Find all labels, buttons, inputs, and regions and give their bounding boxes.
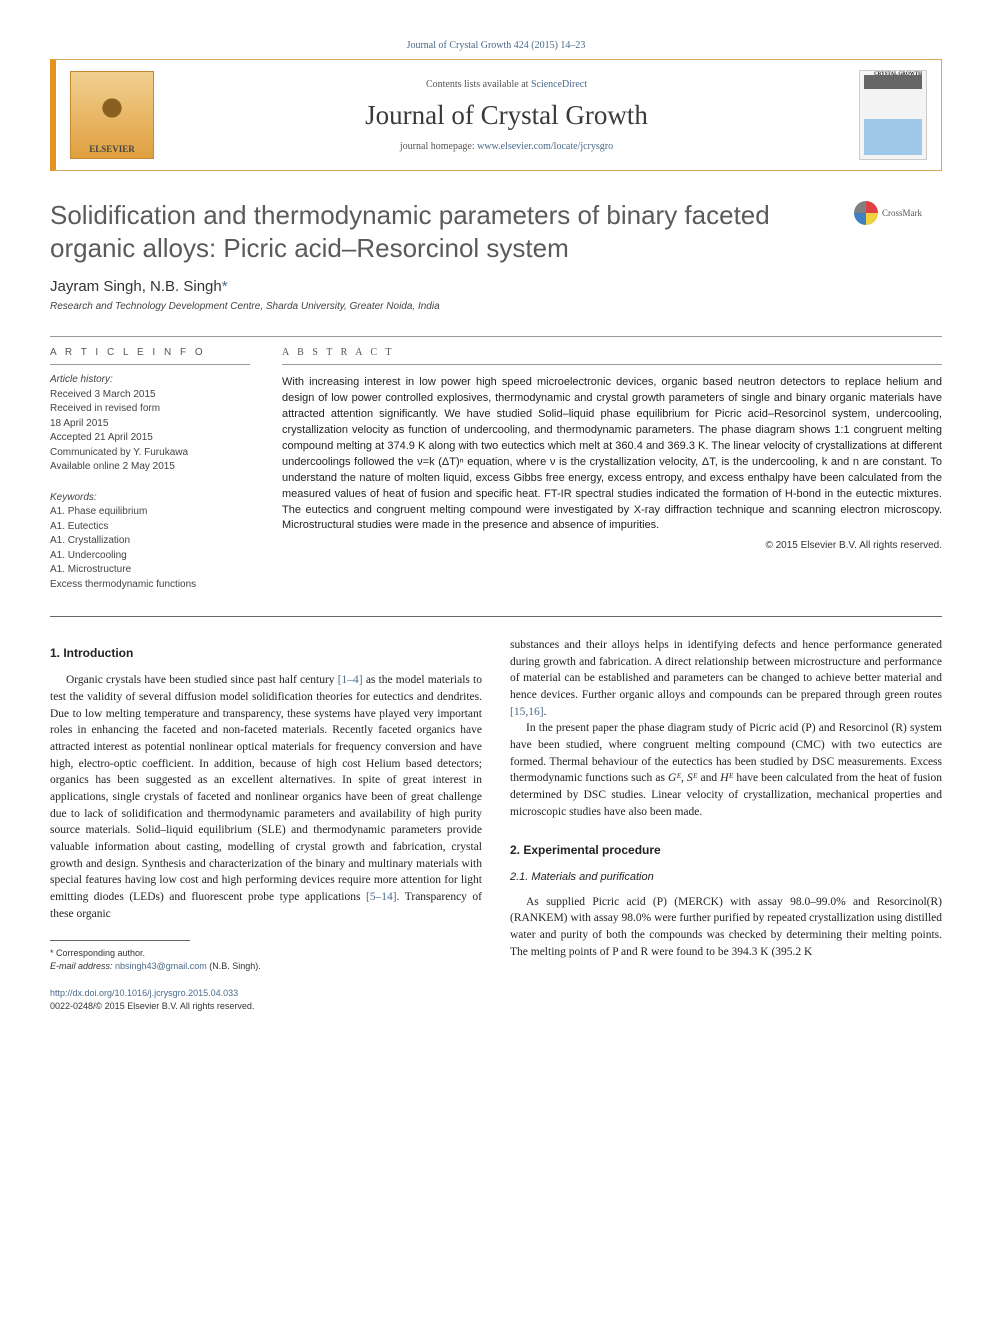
issn-line: 0022-0248/© 2015 Elsevier B.V. All right…	[50, 1001, 254, 1011]
article-title: Solidification and thermodynamic paramet…	[50, 199, 834, 264]
history-received: Received 3 March 2015	[50, 388, 250, 403]
rule-top	[50, 336, 942, 337]
info-heading: A R T I C L E I N F O	[50, 347, 250, 358]
footnote-rule	[50, 940, 190, 941]
elsevier-tree-icon	[82, 84, 142, 144]
keywords-block: Keywords: A1. Phase equilibrium A1. Eute…	[50, 491, 250, 593]
cover-label: CRYSTAL GROWTH	[874, 72, 922, 77]
history-revised-1: Received in revised form	[50, 402, 250, 417]
history-online: Available online 2 May 2015	[50, 460, 250, 475]
ref-1-4[interactable]: [1–4]	[338, 674, 363, 686]
crossmark-icon	[854, 201, 878, 225]
section-1-heading: 1. Introduction	[50, 645, 482, 662]
abstract-heading: A B S T R A C T	[282, 347, 942, 358]
header-center: Contents lists available at ScienceDirec…	[168, 79, 845, 152]
journal-header: ELSEVIER Contents lists available at Sci…	[50, 59, 942, 171]
section-2-heading: 2. Experimental procedure	[510, 842, 942, 859]
keyword-3: A1. Crystallization	[50, 534, 250, 549]
email-who: (N.B. Singh).	[207, 961, 261, 971]
history-label: Article history:	[50, 373, 250, 388]
crossmark-label: CrossMark	[882, 208, 922, 218]
journal-name: Journal of Crystal Growth	[168, 100, 845, 131]
doi-link[interactable]: http://dx.doi.org/10.1016/j.jcrysgro.201…	[50, 988, 238, 998]
journal-cover-thumb: CRYSTAL GROWTH	[859, 70, 927, 160]
intro-para-1: Organic crystals have been studied since…	[50, 672, 482, 922]
exp-para-1: As supplied Picric acid (P) (MERCK) with…	[510, 894, 942, 961]
intro-text-1d: substances and their alloys helps in ide…	[510, 639, 942, 701]
email-label: E-mail address:	[50, 961, 115, 971]
homepage-line: journal homepage: www.elsevier.com/locat…	[168, 141, 845, 152]
journal-reference: Journal of Crystal Growth 424 (2015) 14–…	[50, 40, 942, 51]
intro-para-1-cont: substances and their alloys helps in ide…	[510, 637, 942, 720]
g-excess: Gᴱ	[668, 772, 681, 784]
crossmark-badge[interactable]: CrossMark	[854, 199, 942, 227]
elsevier-logo: ELSEVIER	[70, 71, 154, 159]
ref-5-14[interactable]: [5–14]	[366, 891, 397, 903]
keyword-5: A1. Microstructure	[50, 563, 250, 578]
title-line-1: Solidification and thermodynamic paramet…	[50, 200, 770, 230]
title-line-2: organic alloys: Picric acid–Resorcinol s…	[50, 233, 569, 263]
rule-body	[50, 616, 942, 617]
keyword-2: A1. Eutectics	[50, 520, 250, 535]
abstract-copyright: © 2015 Elsevier B.V. All rights reserved…	[282, 540, 942, 551]
keyword-1: A1. Phase equilibrium	[50, 505, 250, 520]
keyword-6: Excess thermodynamic functions	[50, 578, 250, 593]
abstract-block: A B S T R A C T With increasing interest…	[282, 347, 942, 592]
author-names: Jayram Singh, N.B. Singh	[50, 278, 222, 295]
homepage-prefix: journal homepage:	[400, 141, 477, 152]
intro-text-1a: Organic crystals have been studied since…	[66, 674, 338, 686]
contents-line: Contents lists available at ScienceDirec…	[168, 79, 845, 90]
intro-text-2c: and	[697, 772, 720, 784]
intro-para-2: In the present paper the phase diagram s…	[510, 720, 942, 820]
title-row: Solidification and thermodynamic paramet…	[50, 199, 942, 264]
corresponding-author: * Corresponding author.	[50, 947, 482, 960]
keywords-label: Keywords:	[50, 491, 250, 506]
intro-text-1b: as the model materials to test the valid…	[50, 674, 482, 903]
corresponding-star: *	[222, 278, 228, 295]
history-block: Article history: Received 3 March 2015 R…	[50, 373, 250, 475]
email-line: E-mail address: nbsingh43@gmail.com (N.B…	[50, 960, 482, 973]
authors: Jayram Singh, N.B. Singh*	[50, 278, 942, 295]
doi-block: http://dx.doi.org/10.1016/j.jcrysgro.201…	[50, 987, 482, 1013]
ref-15-16[interactable]: [15,16]	[510, 706, 544, 718]
keyword-4: A1. Undercooling	[50, 549, 250, 564]
history-accepted: Accepted 21 April 2015	[50, 431, 250, 446]
body-columns: 1. Introduction Organic crystals have be…	[50, 637, 942, 1013]
affiliation: Research and Technology Development Cent…	[50, 301, 942, 312]
info-rule	[50, 364, 250, 365]
section-2-1-heading: 2.1. Materials and purification	[510, 870, 942, 886]
contents-prefix: Contents lists available at	[426, 79, 531, 90]
history-revised-2: 18 April 2015	[50, 417, 250, 432]
elsevier-label: ELSEVIER	[89, 144, 135, 154]
email-link[interactable]: nbsingh43@gmail.com	[115, 961, 207, 971]
abstract-text: With increasing interest in low power hi…	[282, 375, 942, 534]
abstract-rule	[282, 364, 942, 365]
meta-row: A R T I C L E I N F O Article history: R…	[50, 347, 942, 592]
article-info: A R T I C L E I N F O Article history: R…	[50, 347, 250, 592]
footnotes: * Corresponding author. E-mail address: …	[50, 947, 482, 972]
sciencedirect-link[interactable]: ScienceDirect	[531, 79, 587, 90]
homepage-link[interactable]: www.elsevier.com/locate/jcrysgro	[477, 141, 613, 152]
intro-text-1e: .	[544, 706, 547, 718]
s-excess: Sᴱ	[687, 772, 697, 784]
h-excess: Hᴱ	[720, 772, 733, 784]
history-communicated: Communicated by Y. Furukawa	[50, 446, 250, 461]
